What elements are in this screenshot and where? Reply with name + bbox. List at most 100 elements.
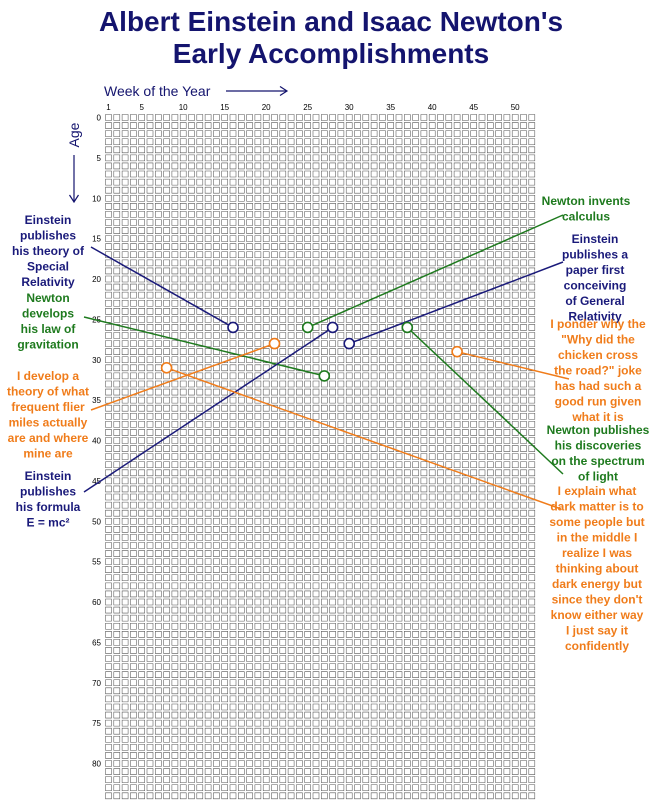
annotation-text-line: publishes [20,485,76,499]
age-tick-label: 75 [92,719,101,728]
age-tick-label: 30 [92,356,101,365]
age-tick-label: 45 [92,477,101,486]
annotation-text-line: Special [27,260,69,274]
annotation-text-line: miles actually [9,416,88,430]
annotation-text-line: mine are [23,447,73,461]
annotation-text-line: I develop a [17,369,79,383]
annotation-leader-line [83,326,334,493]
annotation-leader-line [166,367,562,510]
week-tick-label: 20 [262,103,271,112]
age-tick-label: 55 [92,558,101,567]
age-tick-label: 10 [92,194,101,203]
annotation-text-line: E = mc² [26,516,69,530]
age-tick-label: 65 [92,638,101,647]
annotation-leader-line [90,246,234,329]
event-marker [451,345,463,358]
event-marker [160,362,173,374]
annotation-text-line: dark energy but [552,577,642,591]
x-axis-label: Week of the Year [104,83,211,99]
event-marker [318,370,331,382]
annotation-text-line: dark matter is to [550,500,643,514]
annotation-text-line: of light [578,470,618,484]
annotation-text-line: has had such a [555,379,642,393]
annotation-text-line: some people but [549,515,644,529]
age-tick-label: 0 [97,114,102,123]
week-tick-label: 5 [139,103,144,112]
annotation-leader-line [83,316,325,377]
annotation-text-line: in the middle I [557,531,638,545]
annotation-leader-line [406,326,564,475]
annotation-text-line: confidently [565,639,629,653]
annotation-text-line: Einstein [25,469,72,483]
annotation-text-line: calculus [562,210,610,224]
annotation-text-line: on the spectrum [551,454,644,468]
event-marker [227,321,239,334]
age-tick-label: 80 [92,760,101,769]
annotation-text-line: publishes a [562,248,628,262]
x-axis-arrow-head [279,85,289,97]
annotation-text-line: gravitation [17,338,78,352]
chart-title-line-1: Albert Einstein and Isaac Newton's [99,6,563,37]
annotation-text-line: what it is [571,410,624,424]
y-axis-label: Age [66,122,82,147]
annotation-leader-line [90,342,275,411]
event-marker [301,321,314,334]
annotation-leader-line [456,350,570,380]
weeks-grid [105,114,536,800]
annotation-text-line: publishes [20,229,76,243]
annotation-leader-line [307,214,564,329]
week-tick-label: 1 [106,103,111,112]
annotation-text-line: thinking about [556,562,639,576]
annotation-text-line: chicken cross [558,348,638,362]
week-boxes [105,114,536,800]
age-tick-label: 70 [92,679,101,688]
annotation-text-line: of General [565,294,624,308]
annotation-text-line: since they don't [552,593,643,607]
week-tick-labels: 1 5 10 15 20 25 30 35 40 45 50 [106,103,520,112]
annotation-text-line: I just say it [566,624,628,638]
annotation-text-line: I explain what [558,484,637,498]
y-axis-arrow-head [68,194,80,204]
age-tick-label: 35 [92,396,101,405]
annotation-text-line: the road?" joke [554,364,642,378]
event-marker [401,321,414,334]
chart-title-line-2: Early Accomplishments [173,38,489,69]
week-tick-label: 25 [303,103,312,112]
age-tick-label: 40 [92,437,101,446]
annotation-text-line: Newton invents [542,194,631,208]
annotation-text-line: Einstein [572,232,619,246]
annotation-text-line: paper first [566,263,625,277]
annotation-text-line: know either way [551,608,644,622]
annotation-text-line: Newton publishes [547,423,650,437]
annotation-text-line: Einstein [25,213,72,227]
event-marker [268,337,281,350]
annotation-text-line: good run given [555,395,642,409]
annotation-text-line: Relativity [21,275,75,289]
age-tick-labels: 0510152025303540455055606570758085 [92,114,101,800]
age-tick-label: 50 [92,517,101,526]
annotation-text-line: his theory of [12,244,85,258]
week-tick-label: 45 [469,103,478,112]
annotation-text-line: frequent flier [11,400,85,414]
annotation-newton-calculus: Newton invents calculus [301,194,631,334]
week-tick-label: 40 [428,103,437,112]
age-tick-label: 5 [97,154,102,163]
event-marker [326,321,339,334]
annotation-text-line: develops [22,307,74,321]
age-tick-label: 60 [92,598,101,607]
annotation-text-line: Newton [26,291,69,305]
annotation-text-line: realize I was [562,546,632,560]
age-tick-label: 20 [92,275,101,284]
annotation-text-line: "Why did the [561,333,635,347]
age-tick-label: 15 [92,235,101,244]
week-tick-label: 30 [345,103,354,112]
